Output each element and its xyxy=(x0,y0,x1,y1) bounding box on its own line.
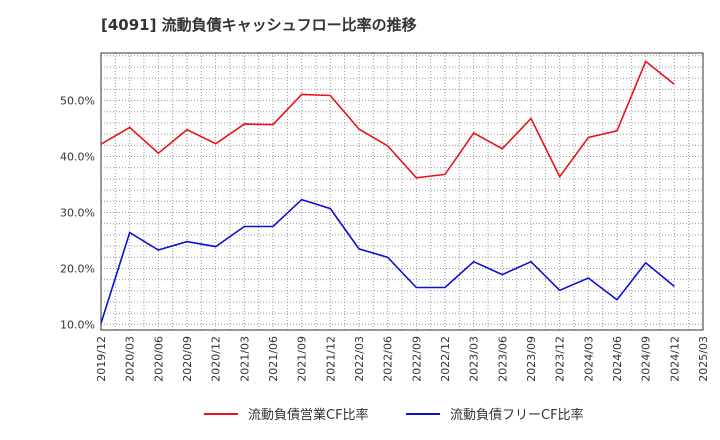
series-line-operating-cf xyxy=(100,60,675,179)
legend: 流動負債営業CF比率 流動負債フリーCF比率 xyxy=(0,404,720,428)
x-tick-label: 2023/09 xyxy=(525,336,538,382)
x-tick-label: 2020/06 xyxy=(152,336,165,382)
x-tick-label: 2021/06 xyxy=(267,336,280,382)
x-tick-label: 2025/03 xyxy=(697,336,710,382)
legend-label-operating-cf: 流動負債営業CF比率 xyxy=(248,408,369,423)
series-line-free-cf xyxy=(100,198,675,324)
x-tick-label: 2023/06 xyxy=(496,336,509,382)
x-axis: 2019/12 2020/03 2020/06 2020/09 2020/12 2021/… xyxy=(95,336,710,382)
x-tick-label: 2022/03 xyxy=(353,336,366,382)
x-tick-label: 2023/03 xyxy=(468,336,481,382)
legend-item-operating-cf: 流動負債営業CF比率 xyxy=(204,404,369,423)
y-tick-label: 50.0% xyxy=(60,95,95,108)
y-tick-label: 40.0% xyxy=(60,151,95,164)
legend-swatch-free-cf xyxy=(406,412,440,415)
legend-item-free-cf: 流動負債フリーCF比率 xyxy=(406,404,584,423)
x-tick-label: 2024/12 xyxy=(668,336,681,382)
legend-swatch-operating-cf xyxy=(204,412,238,415)
x-tick-label: 2024/06 xyxy=(611,336,624,382)
grid-lines xyxy=(100,53,704,330)
x-tick-label: 2024/03 xyxy=(582,336,595,382)
y-axis: 10.0% 20.0% 30.0% 40.0% 50.0% xyxy=(60,95,95,332)
x-tick-label: 2021/09 xyxy=(296,336,309,382)
chart-title: [4091] 流動負債キャッシュフロー比率の推移 xyxy=(101,16,417,34)
x-tick-label: 2020/03 xyxy=(124,336,137,382)
y-tick-label: 30.0% xyxy=(60,206,95,219)
y-tick-label: 10.0% xyxy=(60,318,95,331)
x-tick-label: 2022/09 xyxy=(410,336,423,382)
x-tick-label: 2020/09 xyxy=(181,336,194,382)
x-tick-label: 2023/12 xyxy=(554,336,567,382)
x-tick-label: 2021/03 xyxy=(238,336,251,382)
x-tick-label: 2021/12 xyxy=(324,336,337,382)
x-tick-label: 2019/12 xyxy=(95,336,108,382)
x-tick-label: 2024/09 xyxy=(640,336,653,382)
x-tick-label: 2022/06 xyxy=(382,336,395,382)
y-tick-label: 20.0% xyxy=(60,262,95,275)
plot-area-frame xyxy=(100,52,704,331)
x-tick-label: 2022/12 xyxy=(439,336,452,382)
x-tick-label: 2020/12 xyxy=(210,336,223,382)
series-lines xyxy=(100,60,675,324)
legend-label-free-cf: 流動負債フリーCF比率 xyxy=(450,408,584,423)
